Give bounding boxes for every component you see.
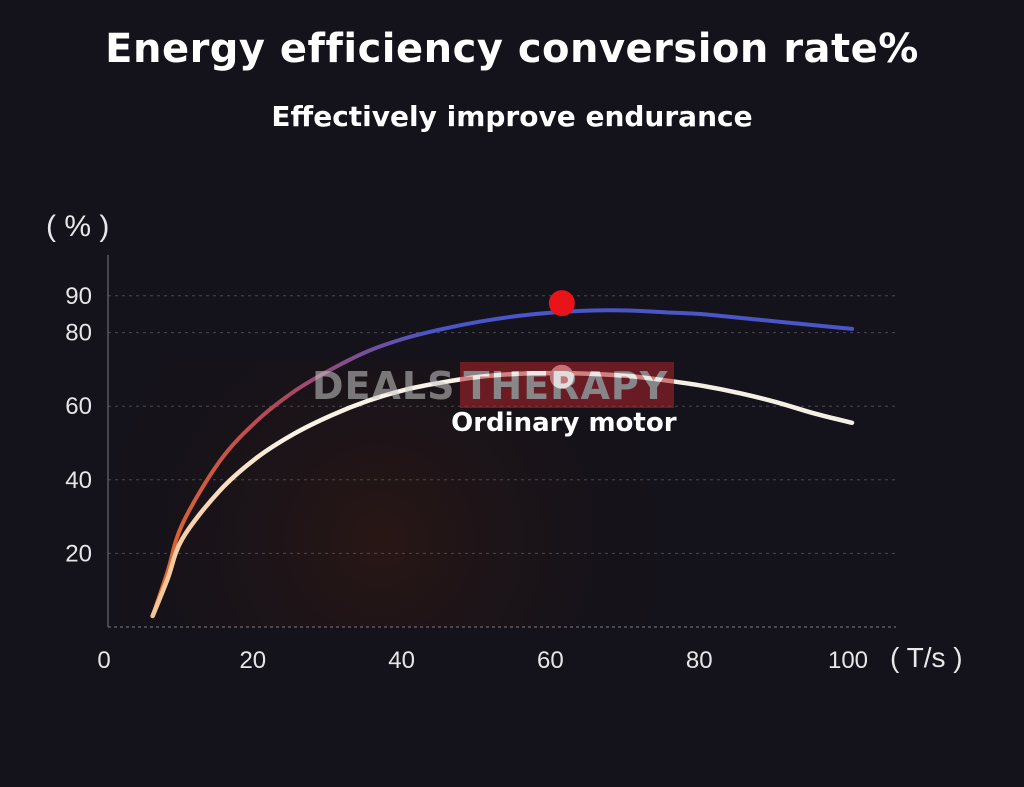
x-axis-label: ( T/s ) [890,642,963,673]
chart-title: Energy efficiency conversion rate% [105,26,919,72]
y-tick-label: 20 [65,540,92,567]
y-tick-label: 40 [65,467,92,494]
y-tick-label: 60 [65,393,92,420]
x-tick-label: 60 [537,647,564,674]
x-tick-label: 80 [686,647,713,674]
y-axis-label: ( % ) [46,210,110,243]
y-tick-label: 80 [65,320,92,347]
annotations: Ordinary motor [451,408,677,438]
x-tick-label: 20 [239,647,266,674]
x-tick-label: 40 [388,647,415,674]
watermark-right: THERAPY [459,362,675,408]
y-tick-label: 90 [65,283,92,310]
chart-subtitle: Effectively improve endurance [271,100,753,133]
ordinary-motor-annotation: Ordinary motor [451,408,677,438]
peak-marker [548,290,575,317]
axes [107,255,896,628]
watermark-logo: DEALS THERAPY [308,362,675,408]
series-line-0 [150,308,854,618]
tick-labels: 20 40 60 80 90 0 20 40 60 80 100 [65,283,868,674]
x-tick-label: 100 [828,647,868,674]
x-tick-label: 0 [97,647,110,674]
watermark-left: DEALS [312,364,456,408]
